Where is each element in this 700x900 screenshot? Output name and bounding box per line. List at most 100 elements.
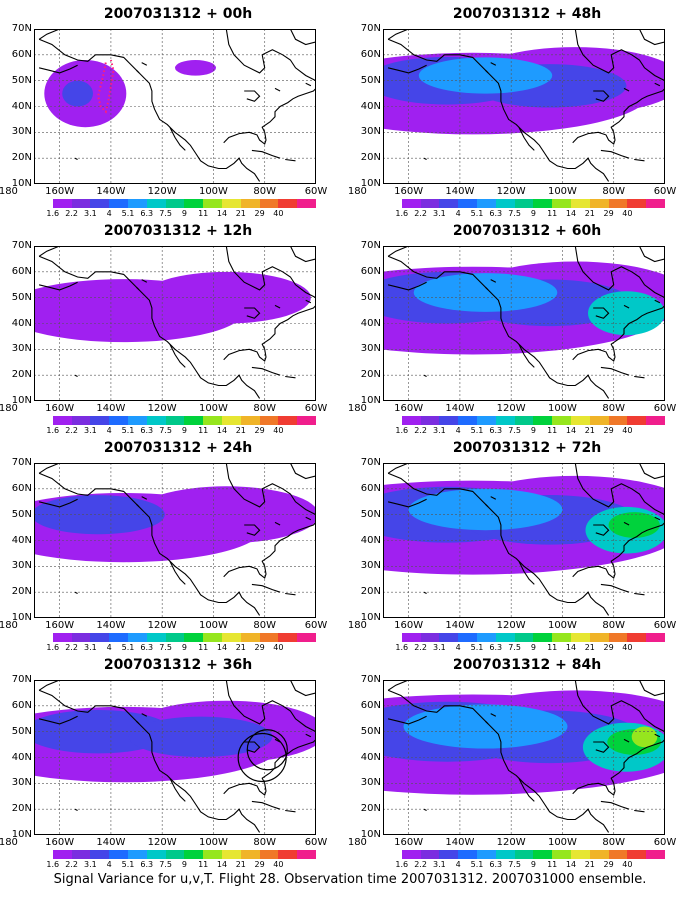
colorbar-label: 40 [622, 426, 633, 435]
coastline [490, 62, 497, 66]
colorbar-label: 4 [106, 860, 112, 869]
map-frame [383, 29, 665, 184]
colorbar-label: 3.1 [84, 209, 97, 218]
colorbar-swatch [439, 199, 459, 208]
colorbar-label: 7.5 [508, 643, 521, 652]
longitude-label: 60W [653, 620, 677, 631]
colorbar-swatch [165, 633, 185, 642]
colorbar-swatch [127, 199, 147, 208]
colorbar-label: 14 [216, 643, 228, 652]
coastline [38, 472, 261, 616]
colorbar-swatch [401, 199, 421, 208]
colorbar-label: 5.1 [121, 209, 135, 218]
colorbar-swatch [514, 850, 534, 859]
colorbar-swatch [52, 850, 72, 859]
coastline [38, 38, 261, 182]
colorbar [383, 416, 665, 425]
latitude-label: 40N [360, 751, 381, 763]
colorbar-label: 11 [547, 860, 558, 869]
coastline [387, 715, 427, 725]
colorbar-swatch [439, 850, 459, 859]
coastline [244, 741, 261, 753]
coastline [572, 739, 665, 796]
longitude-label: 140W [445, 186, 475, 197]
coastline [141, 279, 148, 283]
latitude-label: 60N [360, 699, 381, 711]
colorbar-label: 7.5 [508, 860, 521, 869]
latitude-label: 30N [360, 126, 381, 138]
coastline [141, 62, 148, 66]
colorbar-swatch [278, 416, 298, 425]
coastline [251, 366, 281, 376]
colorbar-label: 9 [181, 860, 187, 869]
map-panel: 2007031312 + 36h 70N 60N 50N 40N 30N 20N 10N 180… [0, 657, 348, 879]
longitude-label: 120W [147, 837, 177, 848]
colorbar-swatch [34, 633, 53, 642]
colorbar-swatch [203, 199, 222, 208]
latitude-label: 30N [360, 343, 381, 355]
panel-title: 2007031312 + 36h [103, 657, 253, 673]
colorbar-label: 14 [216, 860, 228, 869]
coastline [490, 496, 497, 500]
colorbar-swatch [608, 850, 628, 859]
colorbar-swatch [570, 416, 590, 425]
colorbar-label: 21 [584, 209, 595, 218]
coastline [600, 366, 630, 376]
coastline [387, 463, 409, 474]
colorbar-swatch [646, 199, 665, 208]
variance-contour [175, 60, 216, 76]
colorbar-swatch [589, 416, 609, 425]
coastline [305, 299, 312, 304]
coastline [136, 286, 140, 291]
coastline [423, 591, 427, 594]
colorbar-label: 11 [547, 209, 558, 218]
longitude-label: 120W [496, 837, 526, 848]
map-frame [383, 246, 665, 401]
colorbar-label: 3.1 [433, 426, 446, 435]
longitude-label: 140W [445, 403, 475, 414]
coastline [305, 82, 312, 87]
colorbar [383, 850, 665, 859]
colorbar-swatch [476, 850, 496, 859]
longitude-label: 100W [547, 186, 577, 197]
longitude-label: 180 [347, 837, 367, 848]
map-panel: 2007031312 + 24h 70N 60N 50N 40N 30N 20N 10N 180… [0, 440, 348, 662]
colorbar-swatch [646, 850, 665, 859]
colorbar [383, 199, 665, 208]
coastline [634, 158, 645, 162]
coastline [225, 246, 316, 299]
latitude-label: 10N [360, 829, 381, 840]
map-panel: 2007031312 + 84h 70N 60N 50N 40N 30N 20N 10N 180… [348, 657, 697, 879]
map-frame [383, 680, 665, 835]
longitude-label: 100W [547, 837, 577, 848]
latitude-label: 20N [360, 152, 381, 164]
longitude-label: 80W [253, 186, 277, 197]
colorbar-label: 40 [273, 643, 284, 652]
colorbar-label: 1.6 [395, 860, 409, 869]
colorbar-swatch [109, 633, 128, 642]
colorbar-label: 7.5 [159, 860, 172, 869]
map-frame [34, 29, 316, 184]
variance-contour [403, 704, 568, 749]
coastline [136, 69, 140, 74]
latitude-label: 40N [360, 100, 381, 112]
longitude-label: 100W [547, 403, 577, 414]
colorbar-label: 7.5 [159, 426, 172, 435]
latitude-label: 20N [360, 586, 381, 598]
coastline [136, 720, 140, 725]
colorbar-swatch [646, 416, 665, 425]
colorbar-swatch [476, 416, 496, 425]
panel-title: 2007031312 + 12h [103, 223, 253, 239]
colorbar-label: 2.2 [65, 860, 78, 869]
longitude-label: 140W [96, 620, 126, 631]
colorbar-swatch [514, 416, 534, 425]
longitude-label: 100W [198, 620, 228, 631]
longitude-label: 140W [96, 186, 126, 197]
colorbar-swatch [71, 416, 91, 425]
coastline [593, 741, 610, 753]
colorbar-swatch [165, 416, 185, 425]
coastline [638, 29, 665, 46]
colorbar-swatch [589, 199, 609, 208]
colorbar-swatch [297, 850, 316, 859]
coastline [593, 307, 610, 319]
